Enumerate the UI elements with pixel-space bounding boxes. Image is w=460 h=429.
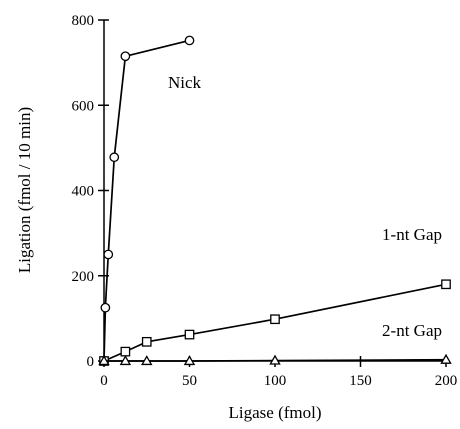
series-line <box>103 39 190 362</box>
x-tick-label: 200 <box>435 373 458 389</box>
data-point-square <box>141 336 152 347</box>
x-tick-label: 100 <box>264 373 287 389</box>
data-point-square <box>184 329 195 340</box>
axes: 0 200 400 600 800 0 50 100 150 200 <box>72 13 458 389</box>
data-point-circle <box>109 152 120 163</box>
series-label: Nick <box>168 73 202 92</box>
x-tick-label: 0 <box>100 373 108 389</box>
series-label: 1-nt Gap <box>382 225 442 244</box>
y-axis-label: Ligation (fmol / 10 min) <box>15 107 34 273</box>
data-point-triangle <box>141 355 153 366</box>
data-point-circle <box>100 302 111 313</box>
series-nick: Nick <box>99 35 202 366</box>
data-point-triangle <box>183 355 196 366</box>
x-tick-label: 150 <box>349 373 372 389</box>
data-point-triangle <box>119 355 132 366</box>
data-point-square <box>120 346 131 357</box>
x-axis-label: Ligase (fmol) <box>229 403 322 422</box>
data-point-square <box>441 279 451 290</box>
y-tick-label: 200 <box>72 269 95 285</box>
y-tick-label: 600 <box>72 98 95 114</box>
y-tick-label: 0 <box>87 354 95 370</box>
x-tick-label: 50 <box>182 373 197 389</box>
series-1-nt-gap: 1-nt Gap <box>99 225 451 366</box>
data-point-triangle <box>98 355 110 366</box>
y-tick-label: 400 <box>72 184 95 200</box>
data-point-circle <box>103 249 114 260</box>
data-point-triangle <box>440 353 452 364</box>
series-2-nt-gap: 2-nt Gap <box>98 321 452 366</box>
data-point-square <box>270 314 280 325</box>
data-point-circle <box>120 51 131 62</box>
data-point-triangle <box>269 354 281 365</box>
data-point-circle <box>184 35 195 46</box>
y-tick-label: 800 <box>72 13 95 29</box>
series-line <box>104 358 447 362</box>
series-label: 2-nt Gap <box>382 321 442 340</box>
plot-area: Nick 1-nt Gap 2-nt Gap <box>98 35 452 366</box>
